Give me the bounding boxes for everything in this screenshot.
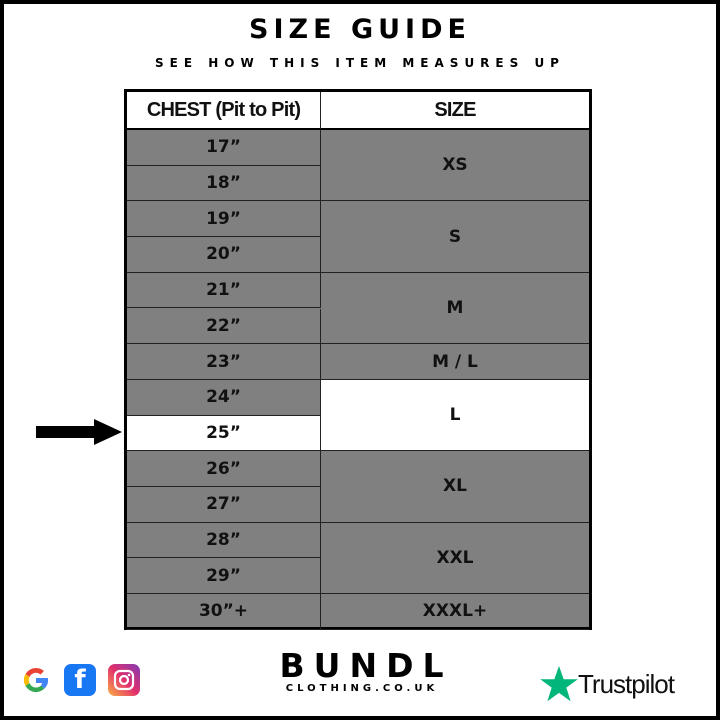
chest-cell: 26” <box>127 451 321 487</box>
chest-cell: 22” <box>127 308 321 345</box>
chest-cell: 18” <box>127 165 321 202</box>
size-cell: M / L <box>321 344 589 380</box>
instagram-icon[interactable] <box>108 664 140 696</box>
page-subtitle: SEE HOW THIS ITEM MEASURES UP <box>155 56 565 70</box>
chest-cell: 27” <box>127 487 321 523</box>
facebook-icon[interactable]: f <box>64 664 96 696</box>
size-cell: L <box>321 379 589 452</box>
trustpilot-logo[interactable]: Trustpilot <box>540 666 675 702</box>
brand-subtitle: CLOTHING.CO.UK <box>285 683 439 694</box>
size-cell: S <box>321 201 589 273</box>
chest-cell: 19” <box>127 201 321 238</box>
column-header-chest: CHEST (Pit to Pit) <box>127 92 321 130</box>
size-cell: XXL <box>321 523 589 595</box>
chest-cell: 28” <box>127 522 321 559</box>
chest-cell: 17” <box>127 130 321 166</box>
size-cell: XS <box>321 130 589 202</box>
chest-cell: 24” <box>127 379 321 416</box>
size-cell: XXXL+ <box>321 594 589 630</box>
arrow-right-icon <box>36 419 122 445</box>
chest-cell: 30”+ <box>127 594 321 630</box>
page-title: SIZE GUIDE <box>249 14 471 45</box>
social-icons: f <box>20 664 140 696</box>
chest-cell: 21” <box>127 272 321 309</box>
chest-cell: 23” <box>127 344 321 380</box>
brand-logo: BUNDL <box>279 646 453 685</box>
chest-cell: 29” <box>127 558 321 595</box>
google-icon[interactable] <box>20 664 52 696</box>
star-icon <box>540 666 578 702</box>
column-header-size: SIZE <box>321 92 589 130</box>
chest-cell: 20” <box>127 237 321 273</box>
size-cell: XL <box>321 451 589 523</box>
trustpilot-label: Trustpilot <box>578 668 675 699</box>
chest-cell: 25” <box>127 415 321 452</box>
size-cell: M <box>321 273 589 345</box>
size-table: CHEST (Pit to Pit) SIZE 17” 18” 19” 20” 21” 2… <box>124 89 592 630</box>
